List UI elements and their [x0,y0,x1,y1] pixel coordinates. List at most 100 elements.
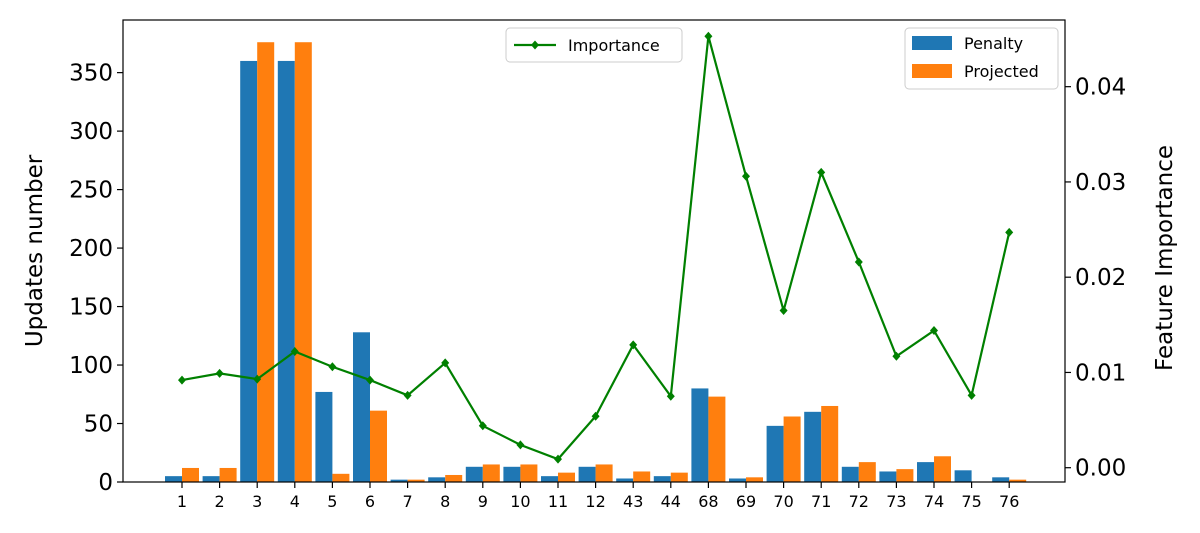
importance-point-3 [253,374,262,384]
right-tick-label-2: 0.02 [1075,265,1126,291]
bar-penalty-70 [766,425,784,482]
bar-projected-73 [896,469,914,482]
x-tick-label-1: 1 [177,492,187,511]
right-tick-label-1: 0.01 [1075,360,1126,386]
x-tick-label-4: 4 [290,492,300,511]
bar-penalty-10 [503,466,521,482]
legend-importance: Importance [505,27,683,63]
x-tick-label-75: 75 [961,492,981,511]
importance-point-70 [779,306,788,316]
bar-projected-11 [558,472,575,482]
bar-penalty-6 [353,332,370,482]
left-axis-ticks: 0 50 100 150 200 250 300 350 [69,61,123,496]
bar-penalty-44 [653,476,671,482]
importance-point-69 [742,171,750,181]
bar-penalty-5 [315,391,333,482]
importance-point-6 [366,375,374,385]
bar-projected-10 [520,464,538,482]
bar-penalty-73 [879,471,897,482]
bar-projected-9 [482,464,500,482]
importance-point-12 [591,411,600,421]
importance-point-11 [554,454,562,464]
x-tick-label-44: 44 [661,492,681,511]
bar-penalty-69 [729,478,746,482]
bar-penalty-9 [465,466,483,482]
left-tick-label-0: 0 [98,470,113,496]
legend-projected-swatch [912,64,952,78]
plot-frame [122,19,1066,483]
importance-point-44 [666,391,675,401]
x-tick-label-9: 9 [478,492,488,511]
bar-penalty-71 [804,411,822,482]
left-tick-label-150: 150 [69,295,113,321]
left-tick-label-50: 50 [84,412,113,438]
x-tick-label-8: 8 [440,492,450,511]
legend-bars: Penalty Projected [904,27,1059,90]
x-tick-label-76: 76 [999,492,1019,511]
x-tick-label-3: 3 [252,492,262,511]
right-axis-ticks: 0.00 0.01 0.02 0.03 0.04 [1065,75,1126,482]
bar-projected-72 [858,462,876,482]
bar-penalty-1 [165,476,182,482]
bar-projected-70 [783,416,801,482]
left-tick-label-100: 100 [69,353,113,379]
left-tick-label-250: 250 [69,178,113,204]
x-tick-label-10: 10 [510,492,530,511]
bar-projected-3 [257,42,275,483]
bar-penalty-3 [240,60,258,483]
right-tick-label-3: 0.03 [1075,170,1126,196]
legend-penalty-swatch [912,36,952,50]
importance-point-76 [1005,227,1014,237]
bar-projected-1 [182,467,199,482]
left-axis-title: Updates number [22,154,48,347]
importance-point-75 [967,390,976,400]
x-tick-label-7: 7 [403,492,413,511]
x-tick-label-11: 11 [548,492,568,511]
importance-point-2 [215,368,224,378]
legend-importance-frame [505,27,683,63]
left-tick-label-350: 350 [69,61,113,87]
x-tick-label-71: 71 [811,492,831,511]
bar-projected-4 [294,42,312,483]
bar-penalty-11 [541,476,558,482]
bar-penalty-2 [202,476,220,482]
bar-penalty-12 [578,466,596,482]
importance-point-43 [629,340,638,350]
bar-projected-74 [934,456,951,482]
bar-projected-2 [219,467,237,482]
importance-point-72 [854,257,863,267]
bar-penalty-74 [917,462,934,482]
bar-projected-43 [633,471,651,482]
bar-penalty-76 [992,477,1010,482]
importance-point-8 [441,358,450,368]
importance-point-71 [817,167,826,177]
importance-point-10 [516,440,525,450]
legend-penalty-label: Penalty [964,34,1023,53]
bar-projected-8 [445,474,463,482]
x-tick-label-69: 69 [736,492,756,511]
importance-point-5 [328,362,337,372]
bar-projected-68 [708,396,726,482]
importance-line-layer [178,31,1014,464]
x-tick-label-43: 43 [623,492,643,511]
x-axis-ticks: 1 2 3 4 5 6 7 8 9 10 11 12 43 44 68 69 70 71 72 73 74 75 76 [177,482,1019,511]
bar-penalty-75 [954,470,972,482]
bar-projected-76 [1009,479,1027,482]
legend-importance-label: Importance [568,36,660,55]
x-tick-label-68: 68 [698,492,718,511]
x-tick-label-73: 73 [886,492,906,511]
bar-projected-44 [670,472,688,482]
bar-penalty-43 [616,478,634,482]
bar-projected-12 [595,464,613,482]
left-tick-label-300: 300 [69,119,113,145]
x-tick-label-6: 6 [365,492,375,511]
bar-penalty-7 [390,479,408,482]
importance-point-1 [178,375,186,385]
x-tick-label-12: 12 [585,492,605,511]
importance-point-4 [290,346,299,356]
right-tick-label-4: 0.04 [1075,75,1126,101]
x-tick-label-2: 2 [215,492,225,511]
bar-projected-71 [821,405,839,482]
x-tick-label-74: 74 [924,492,944,511]
